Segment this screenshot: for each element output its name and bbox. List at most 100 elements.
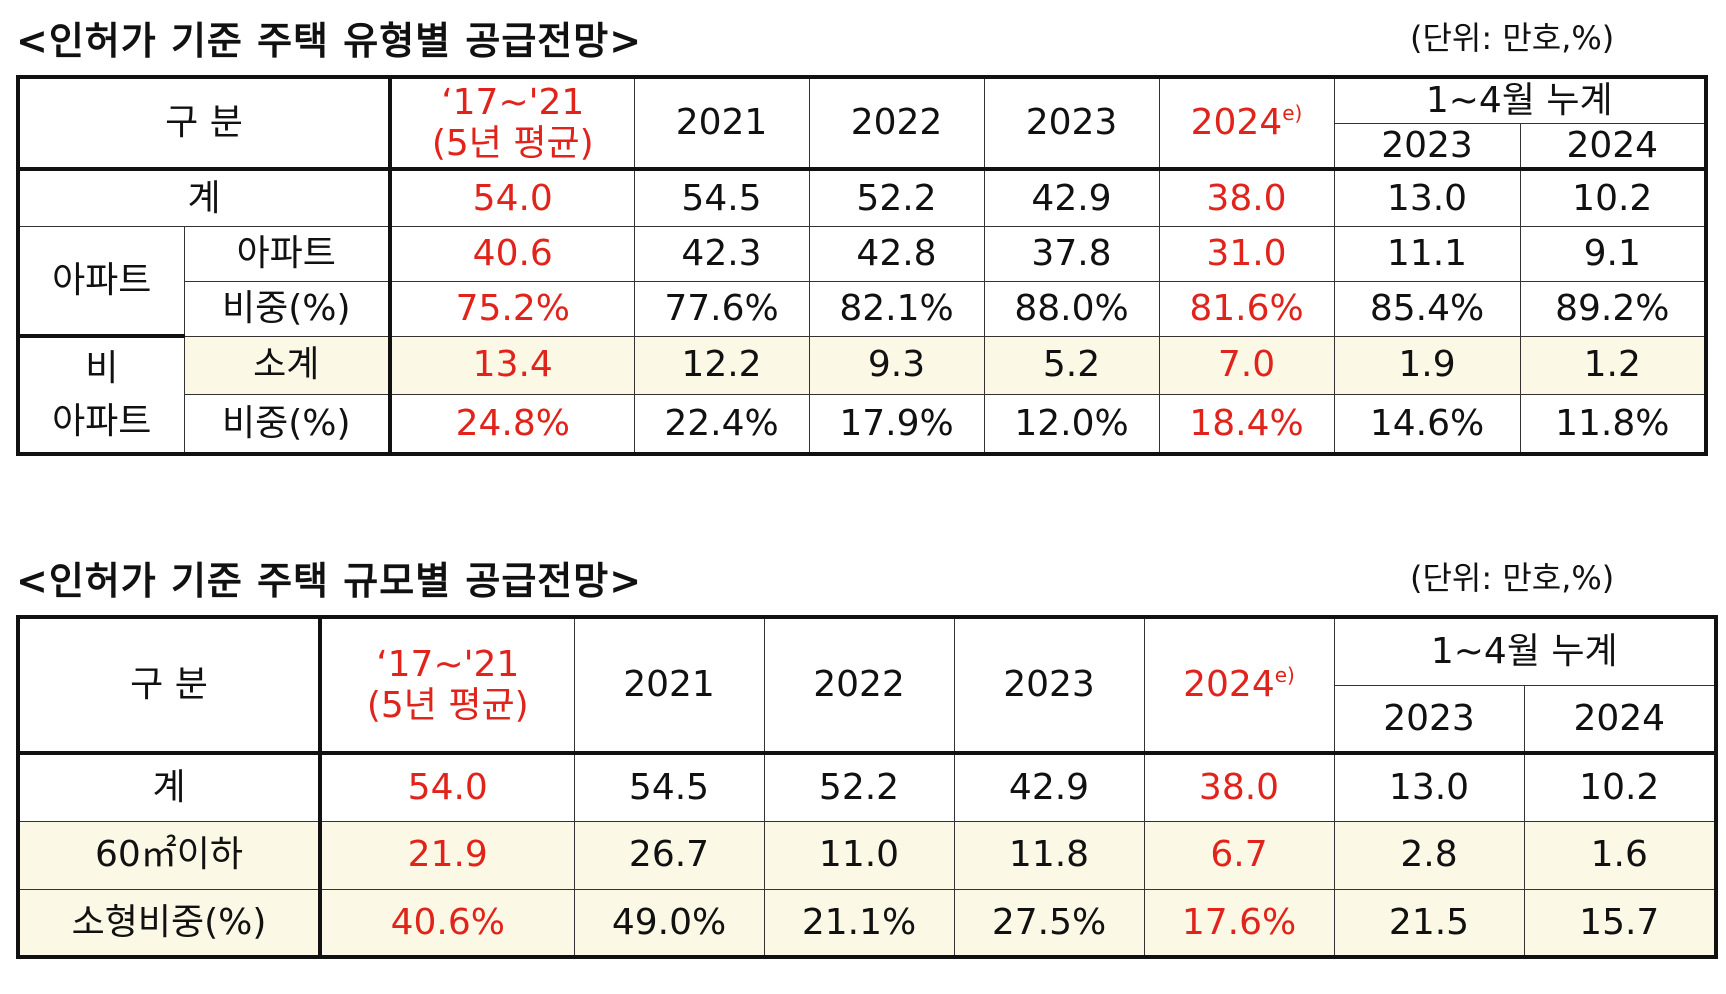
t2-small-2023: 11.8 bbox=[953, 820, 1145, 890]
t1-row-nonapt-share: 비중(%) 24.8% 22.4% 17.9% 12.0% 18.4% 14.6… bbox=[18, 393, 1707, 455]
t1-nonapt-subtotal-label: 소계 bbox=[183, 335, 392, 395]
t1-nonapt-share-2023: 12.0% bbox=[983, 393, 1160, 455]
t1-total-2021: 54.5 bbox=[633, 168, 810, 227]
t1-row-total: 계 54.0 54.5 52.2 42.9 38.0 13.0 10.2 bbox=[17, 168, 1707, 227]
t2-total-2023: 42.9 bbox=[953, 752, 1145, 822]
t1-header-cum-2024: 2024 bbox=[1519, 122, 1707, 171]
t1-apt-2024: 31.0 bbox=[1158, 225, 1335, 282]
t2-total-cum2024: 10.2 bbox=[1523, 752, 1717, 822]
t1-nonapt-subtotal-avg: 13.4 bbox=[389, 335, 635, 395]
t1-apt-2021: 42.3 bbox=[633, 225, 810, 282]
t2-header-category: 구 분 bbox=[17, 616, 322, 755]
t1-row-nonapt-subtotal: 비 아파트 소계 13.4 12.2 9.3 5.2 7.0 1.9 1.2 bbox=[17, 335, 1707, 455]
t1-header-2021: 2021 bbox=[633, 76, 810, 171]
t2-header-average-line1: ‘17~'21 bbox=[376, 643, 520, 685]
t1-row-apt-share: 비중(%) 75.2% 77.6% 82.1% 88.0% 81.6% 85.4… bbox=[18, 280, 1707, 337]
t2-total-cum2023: 13.0 bbox=[1333, 752, 1525, 822]
t1-header-cum-2023: 2023 bbox=[1333, 122, 1521, 171]
t1-header-average-line2: (5년 평균) bbox=[431, 123, 594, 164]
t2-small-2024: 6.7 bbox=[1143, 820, 1335, 890]
t1-total-label: 계 bbox=[17, 168, 392, 227]
t1-apt-cum2023: 11.1 bbox=[1333, 225, 1521, 282]
table1-unit-label: (단위: 만호,%) bbox=[1410, 19, 1615, 57]
t2-small-share-cum2023: 21.5 bbox=[1333, 888, 1525, 958]
t1-apt-2022: 42.8 bbox=[808, 225, 985, 282]
t1-apt-share-cum2023: 85.4% bbox=[1333, 280, 1521, 337]
t1-header-2024-year: 2024 bbox=[1190, 102, 1283, 144]
t1-nonapt-subtotal-2024: 7.0 bbox=[1158, 335, 1335, 395]
t2-small-share-label: 소형비중(%) bbox=[17, 888, 322, 958]
t2-small-share-2023: 27.5% bbox=[953, 888, 1145, 958]
t2-total-2022: 52.2 bbox=[763, 752, 955, 822]
t1-nonapt-share-cum2024: 11.8% bbox=[1519, 393, 1707, 455]
t1-nonapt-share-2024: 18.4% bbox=[1158, 393, 1335, 455]
t2-header-2023: 2023 bbox=[953, 616, 1145, 755]
t2-row-small-share: 소형비중(%) 40.6% 49.0% 21.1% 27.5% 17.6% 21… bbox=[17, 888, 1717, 958]
t2-small-share-2021: 49.0% bbox=[573, 888, 765, 958]
t1-row-apt: 아파트 아파트 40.6 42.3 42.8 37.8 31.0 11.1 9.… bbox=[17, 225, 1707, 338]
table2-unit-label: (단위: 만호,%) bbox=[1410, 559, 1615, 597]
t1-header-2024-note: e) bbox=[1282, 101, 1303, 126]
t1-apt-2023: 37.8 bbox=[983, 225, 1160, 282]
t1-apt-label: 아파트 bbox=[183, 225, 392, 282]
t1-apt-share-2023: 88.0% bbox=[983, 280, 1160, 337]
t2-small-avg: 21.9 bbox=[319, 820, 575, 890]
t2-header-2022: 2022 bbox=[763, 616, 955, 755]
t2-header-2024-year: 2024 bbox=[1183, 664, 1275, 706]
t1-nonapt-share-avg: 24.8% bbox=[389, 393, 635, 455]
t2-small-2022: 11.0 bbox=[763, 820, 955, 890]
t2-row-total: 계 54.0 54.5 52.2 42.9 38.0 13.0 10.2 bbox=[17, 752, 1717, 822]
table2-title: <인허가 기준 주택 규모별 공급전망> bbox=[16, 559, 643, 603]
t1-nonapt-subtotal-2021: 12.2 bbox=[633, 335, 810, 395]
t1-nonapt-share-2022: 17.9% bbox=[808, 393, 985, 455]
t2-small-label: 60㎡이하 bbox=[17, 820, 322, 890]
t2-header-2024-note: e) bbox=[1274, 663, 1295, 688]
t1-header-average: ‘17~'21 (5년 평균) bbox=[389, 76, 635, 171]
t1-total-2023: 42.9 bbox=[983, 168, 1160, 227]
t2-small-share-avg: 40.6% bbox=[319, 888, 575, 958]
t1-nonapt-subtotal-cum2024: 1.2 bbox=[1519, 335, 1707, 395]
t1-apt-share-2024: 81.6% bbox=[1158, 280, 1335, 337]
t1-header-cumulative: 1~4월 누계 bbox=[1333, 76, 1707, 124]
t2-header-cum-2024: 2024 bbox=[1523, 684, 1717, 755]
t1-total-2024: 38.0 bbox=[1158, 168, 1335, 227]
t1-apt-group-label: 아파트 bbox=[17, 225, 185, 338]
t1-apt-cum2024: 9.1 bbox=[1519, 225, 1707, 282]
t1-header-2022: 2022 bbox=[808, 76, 985, 171]
t2-header-2024e: 2024e) bbox=[1143, 616, 1335, 755]
t2-header-cum-2023: 2023 bbox=[1333, 684, 1525, 755]
t1-nonapt-share-2021: 22.4% bbox=[633, 393, 810, 455]
t1-apt-share-2021: 77.6% bbox=[633, 280, 810, 337]
t2-header-average: ‘17~'21 (5년 평균) bbox=[319, 616, 575, 755]
table1-title: <인허가 기준 주택 유형별 공급전망> bbox=[16, 19, 643, 63]
t1-nonapt-subtotal-cum2023: 1.9 bbox=[1333, 335, 1521, 395]
supply-by-type-table: 구 분 ‘17~'21 (5년 평균) 2021 2022 2023 2024e… bbox=[16, 75, 1708, 456]
t1-header-2024e: 2024e) bbox=[1158, 76, 1335, 171]
t1-nonapt-subtotal-2022: 9.3 bbox=[808, 335, 985, 395]
t1-nonapt-group-line2: 아파트 bbox=[52, 401, 152, 442]
t1-total-avg: 54.0 bbox=[389, 168, 635, 227]
t2-total-avg: 54.0 bbox=[319, 752, 575, 822]
supply-by-size-table: 구 분 ‘17~'21 (5년 평균) 2021 2022 2023 2024e… bbox=[16, 615, 1718, 959]
t1-nonapt-share-cum2023: 14.6% bbox=[1333, 393, 1521, 455]
t2-total-2024: 38.0 bbox=[1143, 752, 1335, 822]
t2-small-cum2024: 1.6 bbox=[1523, 820, 1717, 890]
t1-total-cum2024: 10.2 bbox=[1519, 168, 1707, 227]
t1-nonapt-group-label: 비 아파트 bbox=[17, 335, 185, 455]
t1-nonapt-group-line1: 비 bbox=[85, 347, 119, 389]
t2-small-2021: 26.7 bbox=[573, 820, 765, 890]
t2-header-average-line2: (5년 평균) bbox=[366, 685, 529, 726]
t2-small-cum2023: 2.8 bbox=[1333, 820, 1525, 890]
t1-apt-share-2022: 82.1% bbox=[808, 280, 985, 337]
t2-row-small: 60㎡이하 21.9 26.7 11.0 11.8 6.7 2.8 1.6 bbox=[17, 820, 1717, 890]
t1-apt-share-avg: 75.2% bbox=[389, 280, 635, 337]
t1-total-2022: 52.2 bbox=[808, 168, 985, 227]
t1-total-cum2023: 13.0 bbox=[1333, 168, 1521, 227]
t1-apt-share-label: 비중(%) bbox=[183, 280, 392, 337]
t1-header-2023: 2023 bbox=[983, 76, 1160, 171]
t2-small-share-cum2024: 15.7 bbox=[1523, 888, 1717, 958]
t1-apt-avg: 40.6 bbox=[389, 225, 635, 282]
t1-nonapt-subtotal-2023: 5.2 bbox=[983, 335, 1160, 395]
t1-apt-share-cum2024: 89.2% bbox=[1519, 280, 1707, 337]
t2-header-cumulative: 1~4월 누계 bbox=[1333, 616, 1717, 686]
